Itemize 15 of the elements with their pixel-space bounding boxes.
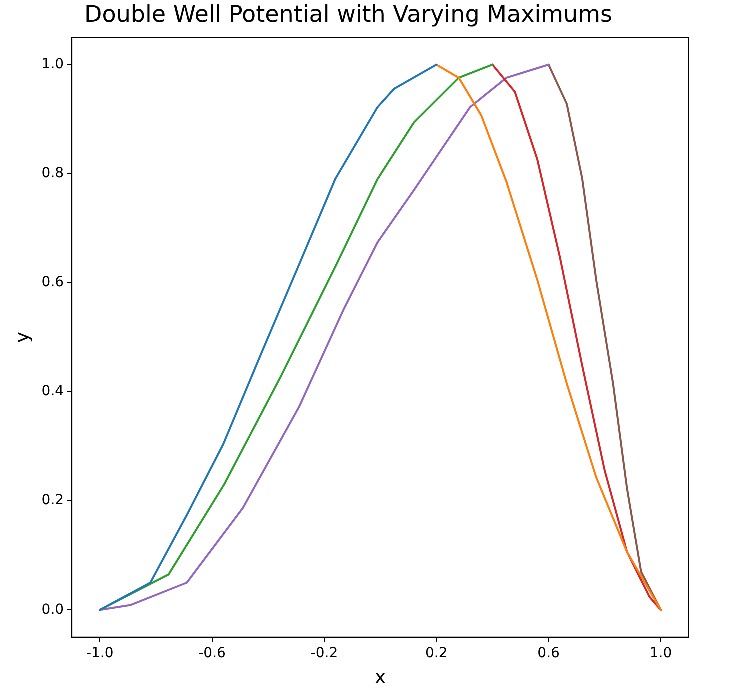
x-axis-title: x: [374, 666, 386, 689]
x-tick-label: -0.6: [198, 645, 226, 662]
y-tick-label: 0.8: [42, 166, 64, 182]
y-axis-title: y: [11, 332, 34, 344]
y-tick-label: 0.2: [42, 492, 64, 509]
x-tick-label: 0.2: [425, 645, 448, 662]
x-tick-label: 1.0: [650, 645, 672, 662]
y-tick-label: 0.4: [42, 384, 64, 400]
y-tick-label: 1.0: [42, 56, 64, 73]
x-tick-label: -0.2: [310, 645, 338, 662]
x-tick-label: 0.6: [538, 645, 560, 662]
x-tick-label: -1.0: [86, 645, 114, 662]
chart-title: Double Well Potential with Varying Maximums: [84, 2, 612, 28]
y-tick-label: 0.0: [42, 602, 64, 618]
y-tick-label: 0.6: [42, 274, 64, 291]
